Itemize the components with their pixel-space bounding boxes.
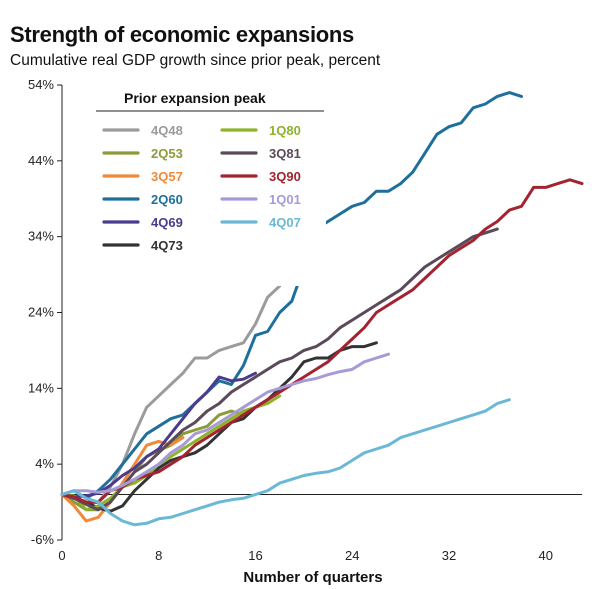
legend-label-3q57: 3Q57 (151, 169, 183, 184)
series-layer (60, 91, 584, 527)
legend-label-4q07: 4Q07 (269, 215, 301, 230)
legend-label-1q01: 1Q01 (269, 192, 301, 207)
chart-title: Strength of economic expansions (10, 22, 354, 47)
y-tick-label: 4% (35, 456, 54, 471)
legend-label-1q80: 1Q80 (269, 123, 301, 138)
legend-label-4q69: 4Q69 (151, 215, 183, 230)
chart-subtitle: Cumulative real GDP growth since prior p… (10, 52, 381, 69)
x-tick-label: 16 (248, 548, 262, 563)
legend-label-4q48: 4Q48 (151, 123, 183, 138)
y-tick-label: -6% (31, 532, 55, 547)
x-tick-label: 24 (345, 548, 359, 563)
series-line-3q57 (60, 436, 185, 523)
legend: Prior expansion peak 4Q48 2Q53 3Q57 2Q60 4Q6… (94, 80, 326, 286)
legend-label-3q81: 3Q81 (269, 146, 301, 161)
series-line-2q60 (60, 91, 523, 500)
y-tick-label: 24% (28, 305, 54, 320)
y-tick-label: 14% (28, 380, 54, 395)
series-line-4q69 (60, 371, 257, 499)
legend-label-2q60: 2Q60 (151, 192, 183, 207)
x-tick-label: 32 (442, 548, 456, 563)
x-axis-title: Number of quarters (243, 569, 382, 586)
series-line-3q81 (60, 227, 499, 512)
legend-label-2q53: 2Q53 (151, 146, 183, 161)
series-line-4q48 (60, 284, 282, 506)
legend-background (94, 80, 326, 286)
x-tick-label: 40 (538, 548, 552, 563)
legend-label-4q73: 4Q73 (151, 238, 183, 253)
series-line-4q07 (60, 398, 511, 527)
series-line-3q90 (60, 178, 584, 504)
legend-title: Prior expansion peak (124, 90, 266, 106)
y-tick-label: 44% (28, 153, 54, 168)
legend-label-3q90: 3Q90 (269, 169, 301, 184)
axes: -6% 4% 14% 24% 34% 44% 54% 0 8 16 24 32 40 (28, 77, 582, 563)
y-tick-label: 34% (28, 229, 54, 244)
x-tick-label: 8 (155, 548, 162, 563)
series-line-4q73 (60, 341, 378, 513)
y-tick-label: 54% (28, 77, 54, 92)
series-line-1q80 (60, 394, 282, 512)
x-tick-label: 0 (58, 548, 65, 563)
series-line-1q01 (60, 352, 390, 496)
